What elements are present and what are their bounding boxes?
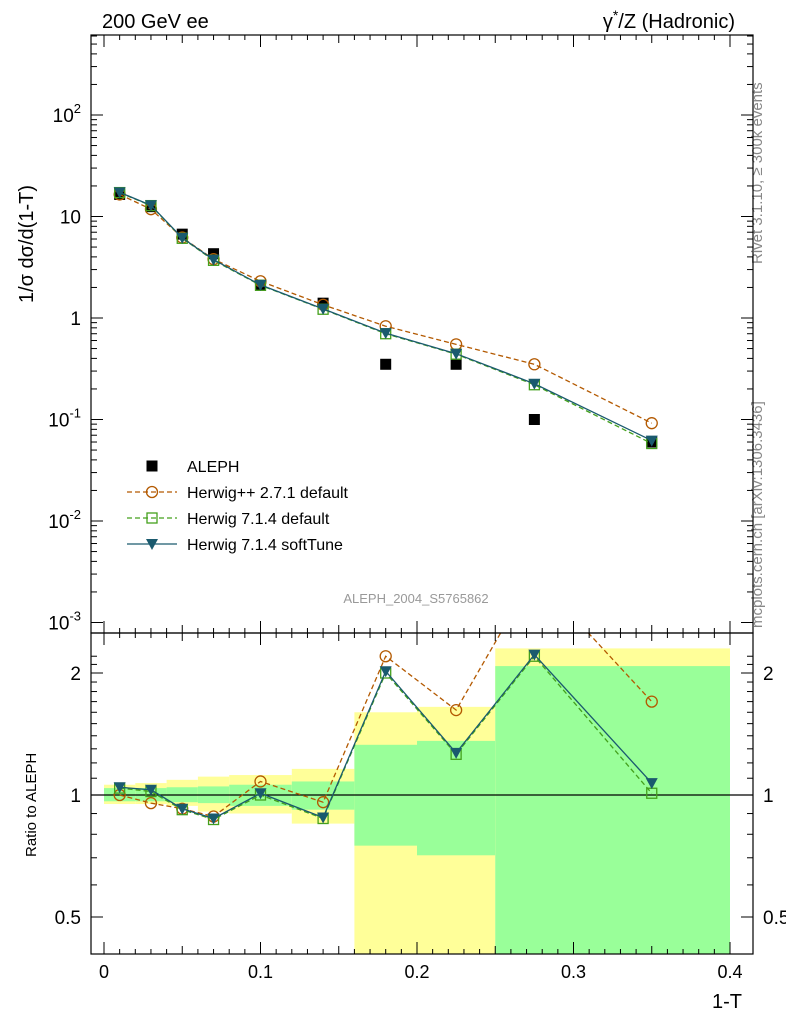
x-tick-label-4: 0.4: [717, 962, 742, 982]
x-tick-label-0: 0: [99, 962, 109, 982]
main-series-2-line: [119, 191, 653, 445]
ratio-series-0-point-4: [254, 775, 267, 788]
main-plot-series: [113, 186, 658, 450]
ratio-y-tick-label-left-1: 1: [70, 786, 81, 807]
legend-entry-2-label: Herwig 7.1.4 default: [187, 511, 330, 528]
ratio-series-0-point-1: [144, 796, 158, 810]
analysis-id-label: ALEPH_2004_S5765862: [343, 591, 488, 606]
ratio-y-tick-label-right-2: 2: [763, 664, 774, 685]
legend-entry-3-marker: [146, 539, 158, 550]
main-series-3-point-3: [207, 254, 220, 266]
ratio-series-0-point-5: [316, 796, 330, 809]
ratio-y-tick-label-left-0: 0.5: [55, 908, 81, 929]
ratio-series-1-line: [119, 655, 653, 821]
band-inner-8: [495, 666, 730, 954]
ratio-series-2-point-1: [144, 784, 157, 796]
ratio-series-2-point-9: [645, 778, 658, 790]
ratio-y-axis-title: Ratio to ALEPH: [23, 753, 40, 857]
x-axis-title: 1-T: [712, 991, 742, 1013]
ratio-series-0-point-8: [529, 569, 540, 580]
main-y-tick-label-2: 10-1: [48, 406, 81, 432]
energy-label: 200 GeV ee: [102, 11, 209, 33]
main-y-tick-label-5: 102: [53, 101, 81, 127]
x-tick-label-2: 0.2: [404, 962, 429, 982]
ratio-y-tick-label-right-1: 1: [763, 786, 774, 807]
legend-entry-1-marker: [145, 485, 159, 499]
legend-entry-3-label: Herwig 7.1.4 softTune: [187, 537, 343, 554]
ratio-y-tick-label-right-0: 0.5: [763, 908, 786, 929]
main-series-3-point-5: [317, 303, 330, 315]
ratio-uncertainty-bands: [104, 648, 730, 954]
main-series-1-point-9: [645, 417, 658, 430]
ratio-series-2-point-3: [207, 813, 220, 825]
ratio-series-2-point-7: [450, 747, 463, 759]
ratio-series-2-point-6: [379, 666, 392, 678]
axis-ticks: 0 0.1 0.2 0.3 0.4 10-3 10-2 10-1 1 10 102 0.5 0.5 1 1 2…: [48, 35, 786, 982]
ratio-series-0-point-9: [645, 695, 658, 708]
ratio-series-2-point-4: [254, 788, 267, 800]
ratio-series-2-point-2: [176, 803, 189, 815]
main-y-tick-label-4: 10: [60, 208, 81, 229]
main-series-3-point-0: [113, 187, 126, 199]
main-y-tick-label-1: 10-2: [48, 507, 81, 533]
main-series-3-point-8: [528, 378, 541, 390]
ratio-series-2-point-8: [528, 649, 541, 661]
ratio-plot-frame: [90, 632, 754, 955]
main-series-0-point-6: [380, 358, 392, 370]
x-tick-label-1: 0.1: [248, 962, 273, 982]
ratio-series-2-point-0: [113, 782, 126, 794]
ratio-y-tick-label-left-2: 2: [70, 664, 81, 685]
main-y-tick-label-0: 10-3: [48, 609, 81, 635]
legend-entry-2-marker: [146, 512, 158, 524]
main-series-3-point-9: [645, 435, 658, 447]
legend: ALEPH Herwig++ 2.7.1 default Herwig 7.1.4 …: [127, 459, 349, 554]
ratio-series-2-point-5: [317, 812, 330, 824]
ratio-series-0-point-6: [379, 650, 392, 663]
main-series-1-line: [119, 193, 653, 424]
main-series-1-point-8: [528, 358, 541, 371]
ratio-series-0-point-7: [449, 703, 463, 717]
main-series-3-point-1: [144, 200, 157, 212]
ratio-series-0-line: [119, 633, 653, 818]
main-y-tick-label-3: 1: [70, 309, 81, 330]
main-series-0-point-5: [317, 297, 329, 309]
main-series-3-point-2: [176, 232, 189, 244]
main-series-0-point-7: [450, 358, 462, 370]
ratio-series-2-line: [119, 653, 653, 820]
x-tick-label-3: 0.3: [561, 962, 586, 982]
legend-entry-0-marker: [146, 460, 158, 472]
main-y-axis-title: 1/σ dσ/d(1-T): [16, 185, 38, 303]
main-series-3-point-6: [379, 328, 392, 340]
legend-entry-1-label: Herwig++ 2.7.1 default: [187, 485, 349, 502]
ratio-plot-series: [113, 569, 658, 826]
main-series-3-line: [119, 191, 653, 442]
process-label: γ*/Z (Hadronic): [603, 7, 735, 33]
legend-entry-0-label: ALEPH: [187, 459, 239, 476]
main-series-0-point-8: [528, 414, 540, 425]
rivet-version-label: Rivet 3.1.10, ≥ 300k events: [749, 82, 766, 264]
main-series-3-point-7: [450, 348, 463, 360]
main-series-3-point-4: [254, 279, 267, 291]
